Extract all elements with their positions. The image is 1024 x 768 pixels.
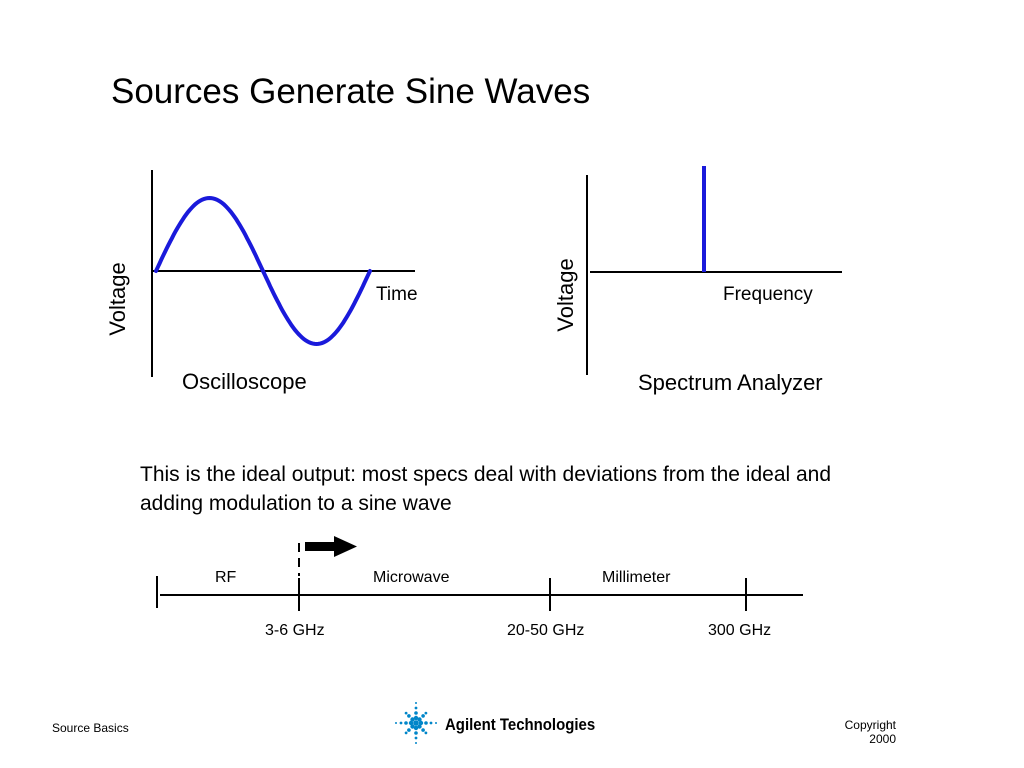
spark-dot: [414, 731, 418, 735]
spark-dot: [395, 722, 397, 724]
spectrum-x-label: Frequency: [723, 284, 813, 305]
spark-dot: [435, 722, 437, 724]
spark-dot: [418, 720, 424, 726]
boundary-label-20-50ghz: 20-50 GHz: [507, 622, 585, 639]
copyright-line-1: Copyright: [844, 718, 896, 732]
spark-dot: [413, 725, 419, 731]
boundary-label-3-6ghz: 3-6 GHz: [265, 622, 325, 639]
agilent-spark-icon: [395, 702, 437, 744]
band-label-millimeter: Millimeter: [602, 569, 671, 586]
company-logo-text: Agilent Technologies: [445, 715, 596, 734]
spark-dot: [410, 717, 415, 722]
spectrum-y-label: Voltage: [553, 258, 578, 332]
spark-dot: [414, 711, 418, 715]
spark-dot: [417, 724, 422, 729]
oscilloscope-caption: Oscilloscope: [182, 369, 307, 394]
explanatory-note: This is the ideal output: most specs dea…: [140, 463, 832, 515]
spark-dot: [424, 711, 428, 715]
boundary-label-300ghz: 300 GHz: [708, 622, 772, 639]
spark-dot: [408, 720, 414, 726]
spark-dot: [415, 742, 417, 744]
spark-dot: [415, 702, 417, 704]
spark-dot: [429, 721, 433, 725]
oscilloscope-x-label: Time: [376, 284, 418, 305]
spark-dot: [414, 706, 418, 710]
spectrum-caption: Spectrum Analyzer: [638, 370, 823, 395]
spark-dot: [424, 721, 428, 725]
spark-dot: [421, 714, 425, 718]
spark-dot: [404, 711, 408, 715]
spark-dot: [407, 728, 411, 732]
slide-title: Sources Generate Sine Waves: [111, 72, 591, 111]
arrow-right-icon: [305, 536, 357, 557]
spark-dot: [404, 721, 408, 725]
band-label-microwave: Microwave: [373, 569, 450, 586]
oscilloscope-y-label: Voltage: [105, 262, 130, 336]
spark-center-dot: [413, 720, 419, 726]
footer-left-text: Source Basics: [52, 721, 129, 735]
spark-dot: [414, 736, 418, 740]
spark-dot: [410, 724, 415, 729]
spark-dot: [413, 715, 419, 721]
copyright-line-2: 2000: [869, 732, 896, 746]
spark-dot: [407, 714, 411, 718]
spark-dot: [417, 717, 422, 722]
band-label-rf: RF: [215, 569, 237, 586]
sine-wave-trace: [154, 195, 372, 347]
spark-dot: [404, 731, 408, 735]
spark-dot: [399, 721, 403, 725]
spark-dot: [424, 731, 428, 735]
spark-dot: [421, 728, 425, 732]
